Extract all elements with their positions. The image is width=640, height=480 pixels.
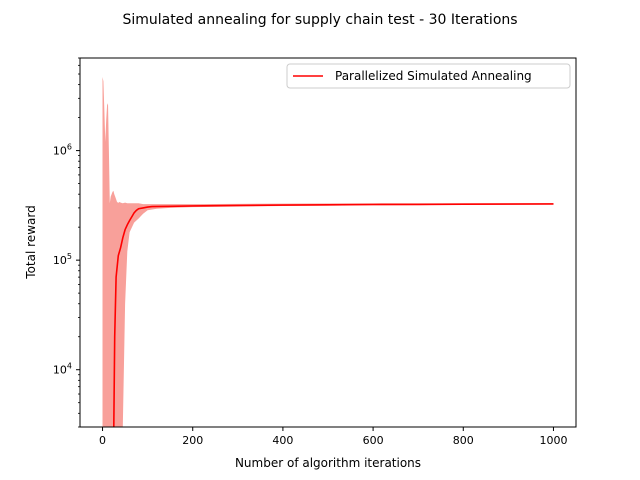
- x-tick-label: 600: [363, 434, 384, 447]
- x-axis-label: Number of algorithm iterations: [235, 456, 421, 470]
- y-tick-label: 105: [53, 252, 72, 267]
- legend: Parallelized Simulated Annealing: [286, 63, 571, 89]
- legend-label: Parallelized Simulated Annealing: [335, 69, 532, 83]
- axes-frame: [79, 57, 577, 428]
- x-tick-label: 400: [272, 434, 293, 447]
- x-tick-label: 0: [99, 434, 106, 447]
- y-minor-ticks: [78, 57, 80, 428]
- y-axis: 104 105 106: [53, 143, 80, 377]
- chart-title: Simulated annealing for supply chain tes…: [122, 12, 517, 28]
- y-tick-label: 106: [53, 143, 72, 158]
- x-tick-label: 1000: [539, 434, 567, 447]
- x-tick-label: 200: [182, 434, 203, 447]
- series-line: [113, 203, 554, 428]
- plot-area: [102, 77, 554, 428]
- legend-box: [286, 63, 571, 89]
- x-tick-label: 800: [453, 434, 474, 447]
- y-tick-label: 104: [53, 362, 72, 377]
- x-axis: 0 200 400 600 800 1000: [99, 427, 567, 447]
- y-axis-label: Total reward: [24, 205, 38, 279]
